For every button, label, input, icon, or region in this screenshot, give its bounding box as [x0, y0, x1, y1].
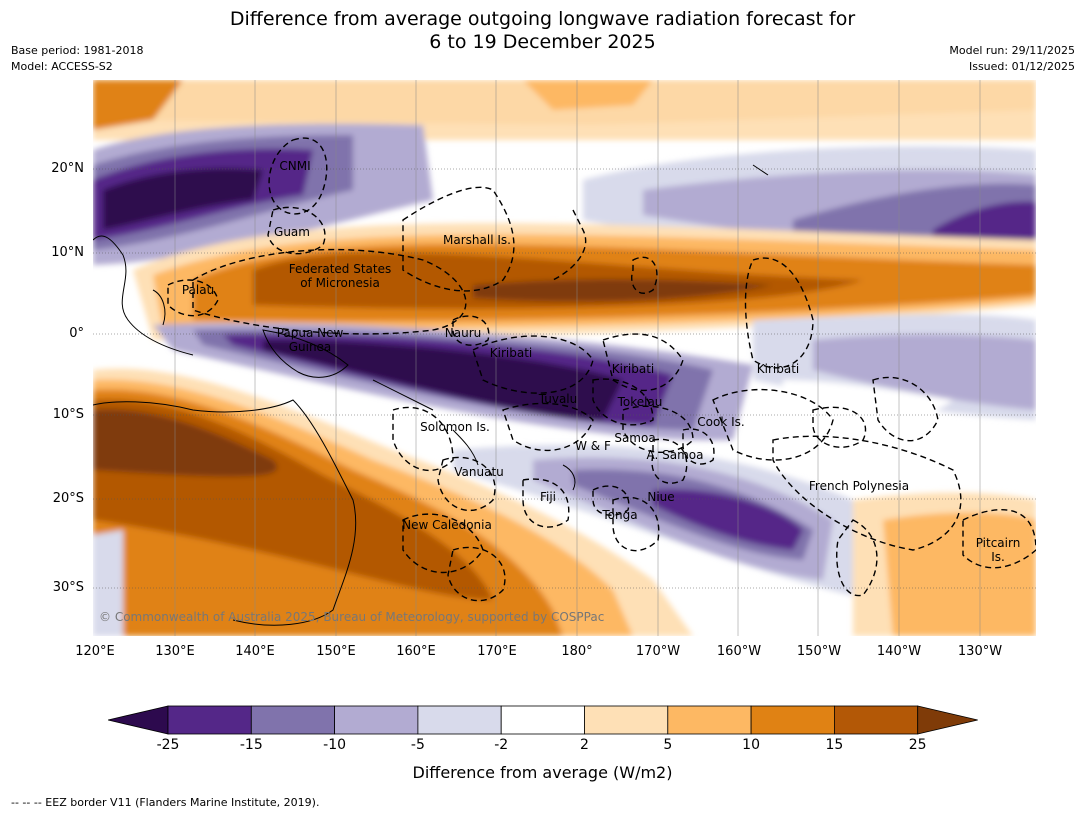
lon-label-160e: 160°E: [386, 644, 446, 659]
region-label-png-line1: Papua New: [277, 326, 344, 340]
lon-label-150e: 150°E: [306, 644, 366, 659]
colorbar-extend-high: [918, 706, 978, 734]
region-label-tuvalu: Tuvalu: [539, 392, 578, 406]
colorbar-swatch: [251, 706, 334, 734]
region-label-fsm-line2: of Micronesia: [289, 276, 391, 290]
colorbar-tick-label: -25: [148, 737, 188, 753]
region-label-tokelau: Tokelau: [618, 395, 663, 409]
region-label-wallis-futuna: W & F: [575, 439, 611, 453]
lat-label-10n: 10°N: [4, 245, 84, 260]
region-label-samoa: Samoa: [614, 431, 655, 445]
region-label-marshall: Marshall Is.: [443, 233, 511, 247]
colorbar-swatch: [585, 706, 668, 734]
colorbar-tick-label: -15: [231, 737, 271, 753]
meta-right: Model run: 29/11/2025 Issued: 01/12/2025: [949, 43, 1075, 75]
lon-label-140w: 140°W: [869, 644, 929, 659]
colorbar-tick-label: 5: [648, 737, 688, 753]
colorbar-label: Difference from average (W/m2): [0, 763, 1085, 782]
lon-label-140e: 140°E: [225, 644, 285, 659]
region-label-pitcairn-line2: Is.: [976, 550, 1021, 564]
region-label-american-samoa: A. Samoa: [647, 448, 704, 462]
region-label-palau: Palau: [182, 283, 214, 297]
region-label-niue: Niue: [647, 490, 674, 504]
region-label-tonga: Tonga: [602, 508, 637, 522]
lon-label-170e: 170°E: [467, 644, 527, 659]
lon-label-170w: 170°W: [628, 644, 688, 659]
region-label-solomon: Solomon Is.: [420, 420, 490, 434]
region-label-french-polynesia: French Polynesia: [809, 479, 909, 493]
anomaly-field: [93, 80, 1036, 636]
issued-date: Issued: 01/12/2025: [949, 59, 1075, 75]
region-label-pitcairn-line1: Pitcairn: [976, 536, 1021, 550]
lat-label-20n: 20°N: [4, 161, 84, 176]
region-label-guam: Guam: [274, 225, 310, 239]
colorbar-swatch: [168, 706, 251, 734]
lon-label-160w: 160°W: [709, 644, 769, 659]
colorbar-extend-low: [108, 706, 168, 734]
region-label-kiribati-west: Kiribati: [490, 346, 532, 360]
region-label-cnmi: CNMI: [279, 159, 310, 173]
footer-legend: -- -- -- EEZ border V11 (Flanders Marine…: [11, 796, 319, 809]
region-label-nauru: Nauru: [445, 326, 481, 340]
colorbar-tick-label: 2: [565, 737, 605, 753]
region-label-png: Papua New Guinea: [277, 326, 344, 354]
title-line-2: 6 to 19 December 2025: [0, 31, 1085, 54]
region-label-fsm-line1: Federated States: [289, 262, 391, 276]
colorbar: [108, 704, 978, 736]
map-canvas: [93, 80, 1036, 636]
region-label-cook: Cook Is.: [697, 415, 744, 429]
colorbar-tick-label: -10: [315, 737, 355, 753]
copyright-notice: © Commonwealth of Australia 2025, Bureau…: [99, 610, 604, 624]
region-label-vanuatu: Vanuatu: [454, 465, 504, 479]
region-label-png-line2: Guinea: [277, 340, 344, 354]
title-line-1: Difference from average outgoing longwav…: [0, 8, 1085, 31]
lon-label-130w: 130°W: [950, 644, 1010, 659]
colorbar-tick-label: -2: [481, 737, 521, 753]
lat-label-10s: 10°S: [4, 407, 84, 422]
lat-label-30s: 30°S: [4, 580, 84, 595]
region-label-new-caledonia: New Caledonia: [402, 518, 492, 532]
colorbar-swatch: [834, 706, 917, 734]
model-name: Model: ACCESS-S2: [11, 59, 143, 75]
lon-label-180: 180°: [547, 644, 607, 659]
colorbar-swatch: [501, 706, 584, 734]
region-label-kiribati-central: Kiribati: [612, 362, 654, 376]
colorbar-tick-label: 25: [898, 737, 938, 753]
region-label-fsm: Federated States of Micronesia: [289, 262, 391, 290]
region-label-kiribati-east: Kiribati: [757, 362, 799, 376]
map-title: Difference from average outgoing longwav…: [0, 8, 1085, 54]
region-label-fiji: Fiji: [540, 490, 556, 504]
colorbar-tick-label: 10: [731, 737, 771, 753]
colorbar-swatch: [418, 706, 501, 734]
colorbar-swatch: [751, 706, 834, 734]
forecast-map[interactable]: © Commonwealth of Australia 2025, Bureau…: [93, 80, 1036, 636]
meta-left: Base period: 1981-2018 Model: ACCESS-S2: [11, 43, 143, 75]
colorbar-swatch: [335, 706, 418, 734]
base-period: Base period: 1981-2018: [11, 43, 143, 59]
model-run: Model run: 29/11/2025: [949, 43, 1075, 59]
lon-label-130e: 130°E: [145, 644, 205, 659]
lat-label-20s: 20°S: [4, 491, 84, 506]
lat-label-0: 0°: [4, 326, 84, 341]
colorbar-swatch: [668, 706, 751, 734]
lon-label-150w: 150°W: [789, 644, 849, 659]
colorbar-tick-label: -5: [398, 737, 438, 753]
region-label-pitcairn: Pitcairn Is.: [976, 536, 1021, 564]
colorbar-tick-label: 15: [814, 737, 854, 753]
lon-label-120e: 120°E: [65, 644, 125, 659]
